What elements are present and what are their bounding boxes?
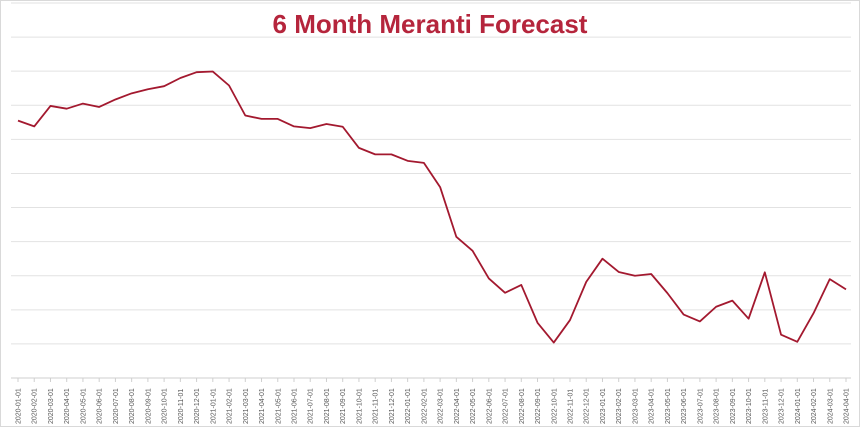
chart-title: 6 Month Meranti Forecast bbox=[272, 9, 588, 39]
x-tick-label: 2021-08-01 bbox=[324, 388, 331, 424]
x-tick-label: 2020-03-01 bbox=[48, 388, 55, 424]
x-tick-label: 2021-07-01 bbox=[308, 388, 315, 424]
x-tick-label: 2023-02-01 bbox=[616, 388, 623, 424]
x-tick-label: 2023-01-01 bbox=[600, 388, 607, 424]
x-tick-label: 2022-02-01 bbox=[421, 388, 428, 424]
x-tick-label: 2023-05-01 bbox=[665, 388, 672, 424]
x-tick-label: 2020-07-01 bbox=[113, 388, 120, 424]
x-tick-label: 2023-11-01 bbox=[762, 389, 769, 424]
x-tick-label: 2022-06-01 bbox=[486, 388, 493, 424]
x-tick-label: 2020-08-01 bbox=[129, 388, 136, 424]
x-tick-label: 2023-04-01 bbox=[649, 388, 656, 424]
x-tick-label: 2022-07-01 bbox=[503, 388, 510, 424]
x-tick-label: 2022-12-01 bbox=[584, 388, 591, 424]
x-tick-label: 2020-10-01 bbox=[162, 388, 169, 424]
x-tick-label: 2021-06-01 bbox=[292, 388, 299, 424]
x-tick-label: 2021-11-01 bbox=[373, 389, 380, 424]
x-tick-label: 2020-11-01 bbox=[178, 389, 185, 424]
x-tick-label: 2020-04-01 bbox=[64, 388, 71, 424]
x-tick-label: 2022-03-01 bbox=[438, 388, 445, 424]
x-tick-label: 2020-05-01 bbox=[80, 388, 87, 424]
x-tick-label: 2021-03-01 bbox=[243, 388, 250, 424]
x-tick-label: 2024-01-01 bbox=[795, 388, 802, 424]
x-tick-label: 2021-04-01 bbox=[259, 388, 266, 424]
x-tick-label: 2023-09-01 bbox=[730, 388, 737, 424]
x-tick-label: 2020-01-01 bbox=[16, 388, 23, 424]
x-tick-label: 2024-03-01 bbox=[827, 388, 834, 424]
x-tick-label: 2022-09-01 bbox=[535, 388, 542, 424]
x-tick-label: 2020-12-01 bbox=[194, 388, 201, 424]
x-tick-label: 2021-01-01 bbox=[210, 388, 217, 424]
x-tick-label: 2021-12-01 bbox=[389, 388, 396, 424]
x-axis-ticks: 2020-01-01 2020-02-01 2020-03-01 2020-04-01… bbox=[16, 378, 851, 424]
grid-lines bbox=[11, 2, 851, 379]
x-tick-label: 2020-09-01 bbox=[145, 388, 152, 424]
x-tick-label: 2023-12-01 bbox=[779, 388, 786, 424]
x-tick-label: 2022-05-01 bbox=[470, 388, 477, 424]
x-tick-label: 2022-04-01 bbox=[454, 388, 461, 424]
x-tick-label: 2021-09-01 bbox=[340, 388, 347, 424]
x-tick-label: 2022-11-01 bbox=[568, 389, 575, 424]
x-tick-label: 2023-07-01 bbox=[697, 388, 704, 424]
x-tick-label: 2022-01-01 bbox=[405, 388, 412, 424]
series-line bbox=[17, 70, 847, 344]
x-tick-label: 2023-03-01 bbox=[632, 388, 639, 424]
x-tick-label: 2022-10-01 bbox=[551, 388, 558, 424]
x-tick-label: 2021-05-01 bbox=[275, 388, 282, 424]
x-tick-label: 2022-08-01 bbox=[519, 388, 526, 424]
x-tick-label: 2024-02-01 bbox=[811, 388, 818, 424]
x-tick-label: 2023-06-01 bbox=[681, 388, 688, 424]
series-layer bbox=[17, 70, 847, 344]
x-tick-label: 2021-10-01 bbox=[356, 388, 363, 424]
x-tick-label: 2023-10-01 bbox=[746, 388, 753, 424]
x-tick-label: 2024-04-01 bbox=[844, 388, 851, 424]
x-tick-label: 2020-02-01 bbox=[32, 388, 39, 424]
x-tick-label: 2023-08-01 bbox=[714, 388, 721, 424]
x-tick-label: 2020-06-01 bbox=[97, 388, 104, 424]
x-tick-label: 2021-02-01 bbox=[227, 388, 234, 424]
